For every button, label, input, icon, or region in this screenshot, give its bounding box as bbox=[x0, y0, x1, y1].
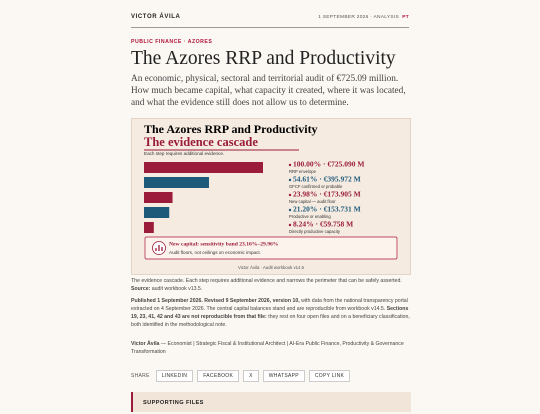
label-dot bbox=[288, 223, 292, 227]
provenance: Published 1 September 2026. Revised 9 Se… bbox=[131, 297, 411, 329]
bar-label: 54.61% · €395.972 M bbox=[293, 175, 361, 184]
bar bbox=[144, 177, 209, 188]
share-row: SHARE LINKEDIN FACEBOOK X WHATSAPP COPY LINK bbox=[131, 364, 409, 382]
bar-label: 100.00% · €725.090 M bbox=[293, 160, 364, 169]
bar-caption: Directly productive capacity bbox=[289, 229, 341, 234]
author-name: Victor Ávila bbox=[131, 341, 160, 347]
date: 1 SEPTEMBER 2026 · ANALYSIS bbox=[318, 15, 399, 20]
figure-title: The Azores RRP and Productivity bbox=[144, 122, 318, 136]
meta: 1 SEPTEMBER 2026 · ANALYSIS PT bbox=[300, 15, 409, 20]
provenance-text: they rest on four open files and on a be… bbox=[131, 314, 410, 328]
callout-box bbox=[144, 236, 398, 260]
lang-switch[interactable]: PT bbox=[402, 15, 409, 20]
provenance-strong: Sections 19, 23, 41, 42 and 43 are not r… bbox=[131, 306, 409, 320]
bar bbox=[144, 222, 154, 233]
caption-text: The evidence cascade. Each step requires… bbox=[131, 278, 402, 284]
callout-text: Audit floors, not ceilings on economic i… bbox=[169, 250, 261, 255]
figure-credit: Victor Ávila · Audit workbook v14.5 bbox=[238, 265, 305, 270]
share-label: SHARE bbox=[131, 373, 150, 379]
brand[interactable]: VICTOR ÁVILA bbox=[131, 14, 181, 20]
share-button[interactable]: FACEBOOK bbox=[197, 370, 240, 382]
share-button[interactable]: LINKEDIN bbox=[155, 370, 194, 382]
author: Victor Ávila — Economist | Strategic Fis… bbox=[131, 340, 411, 356]
kicker: PUBLIC FINANCE · AZORES bbox=[131, 39, 213, 45]
bar-caption: New capital — audit floor bbox=[289, 199, 336, 204]
figure-note: Each step requires additional evidence. bbox=[144, 151, 224, 156]
figure: The Azores RRP and Productivity The evid… bbox=[131, 118, 411, 275]
bar-label: 23.98% · €173.905 M bbox=[293, 190, 361, 199]
author-bio: — Economist | Strategic Fiscal & Institu… bbox=[131, 341, 404, 355]
source-label: Source: bbox=[131, 286, 151, 292]
share-button[interactable]: COPY LINK bbox=[308, 370, 351, 382]
bar-caption: Productive or enabling bbox=[289, 214, 331, 219]
figure-caption: The evidence cascade. Each step requires… bbox=[131, 277, 411, 293]
page: VICTOR ÁVILA 1 SEPTEMBER 2026 · ANALYSIS… bbox=[131, 14, 411, 412]
provenance-text: with data from the national transparency… bbox=[131, 298, 408, 312]
title: The Azores RRP and Productivity bbox=[131, 48, 396, 69]
supporting-title: SUPPORTING FILES bbox=[143, 400, 204, 406]
label-dot bbox=[288, 193, 292, 197]
bar bbox=[144, 192, 173, 203]
lead: An economic, physical, sectoral and terr… bbox=[131, 74, 406, 108]
share-button[interactable]: X bbox=[243, 370, 259, 382]
figure-chart: The Azores RRP and Productivity The evid… bbox=[144, 122, 398, 270]
supporting-box: SUPPORTING FILES bbox=[131, 392, 411, 412]
rule bbox=[131, 27, 409, 28]
provenance-strong: Published 1 September 2026. Revised 9 Se… bbox=[131, 298, 300, 304]
share-button[interactable]: WHATSAPP bbox=[262, 370, 305, 382]
bar-label: 8.24% · €59.758 M bbox=[293, 220, 353, 229]
label-dot bbox=[288, 208, 292, 212]
callout-title: New capital: sensitivity band 23.16%–29.… bbox=[169, 241, 279, 247]
source: audit workbook v13.5. bbox=[151, 286, 203, 292]
label-dot bbox=[288, 163, 292, 167]
label-dot bbox=[288, 178, 292, 182]
bar-label: 21.20% · €153.731 M bbox=[293, 205, 361, 214]
callout-icon-bars bbox=[155, 245, 163, 251]
bar bbox=[144, 162, 263, 173]
bar-caption: RRP envelope bbox=[289, 169, 317, 174]
bar bbox=[144, 207, 170, 218]
figure-subtitle: The evidence cascade bbox=[144, 135, 258, 149]
bar-caption: GFCF confirmed or probable bbox=[289, 184, 343, 189]
